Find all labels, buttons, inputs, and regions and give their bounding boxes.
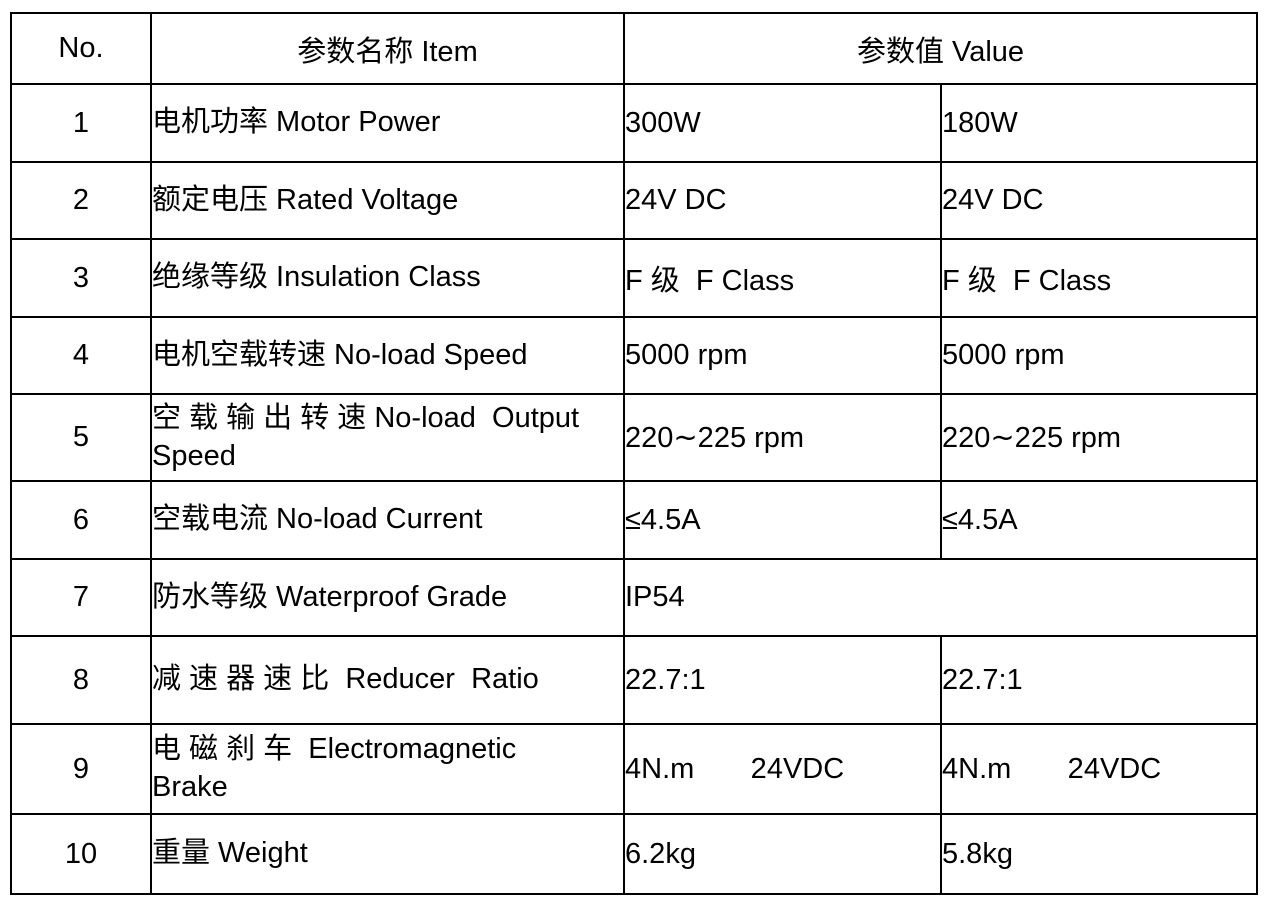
motor-spec-table: No. 参数名称 Item 参数值 Value 1 电机功率 Motor Pow… xyxy=(10,12,1259,895)
item-cell: 绝缘等级 Insulation Class xyxy=(150,238,625,318)
table-row: 5 空 载 输 出 转 速 No-load Output Speed 220∼2… xyxy=(10,393,1259,482)
value-cell-2: 4N.m 24VDC xyxy=(939,723,1259,815)
row-number: 2 xyxy=(10,161,152,240)
item-cell: 空 载 输 出 转 速 No-load Output Speed xyxy=(150,393,625,482)
table-header-row: No. 参数名称 Item 参数值 Value xyxy=(10,12,1259,85)
table-row: 6 空载电流 No-load Current ≤4.5A ≤4.5A xyxy=(10,480,1259,560)
value-cell-span: IP54 xyxy=(622,558,1259,637)
value-cell-1: 5000 rpm xyxy=(623,316,942,395)
value-cell-1: 220∼225 rpm xyxy=(623,393,942,482)
value-cell-1: F 级 F Class xyxy=(623,238,942,318)
row-number: 4 xyxy=(10,316,152,395)
item-cell: 电机功率 Motor Power xyxy=(150,83,625,163)
value-cell-2: 5000 rpm xyxy=(939,316,1259,395)
value-cell-2: 22.7:1 xyxy=(939,635,1259,725)
value-cell-2: 24V DC xyxy=(939,161,1259,240)
table-row: 4 电机空载转速 No-load Speed 5000 rpm 5000 rpm xyxy=(10,316,1259,395)
item-cell: 防水等级 Waterproof Grade xyxy=(150,558,625,637)
value-cell-2: 5.8kg xyxy=(939,813,1259,895)
header-item: 参数名称 Item xyxy=(150,12,625,85)
item-cell: 电机空载转速 No-load Speed xyxy=(150,316,625,395)
value-cell-1: 300W xyxy=(623,83,942,163)
value-cell-2: 220∼225 rpm xyxy=(939,393,1259,482)
row-number: 6 xyxy=(10,480,152,560)
table-row: 9 电 磁 刹 车 Electromagnetic Brake 4N.m 24V… xyxy=(10,723,1259,815)
row-number: 5 xyxy=(10,393,152,482)
value-cell-2: F 级 F Class xyxy=(939,238,1259,318)
table-row: 2 额定电压 Rated Voltage 24V DC 24V DC xyxy=(10,161,1259,240)
table-row: 8 减 速 器 速 比 Reducer Ratio 22.7:1 22.7:1 xyxy=(10,635,1259,725)
row-number: 7 xyxy=(10,558,152,637)
header-no: No. xyxy=(10,12,152,85)
header-value: 参数值 Value xyxy=(622,12,1259,85)
value-cell-1: ≤4.5A xyxy=(623,480,942,560)
value-cell-2: 180W xyxy=(939,83,1259,163)
item-cell: 额定电压 Rated Voltage xyxy=(150,161,625,240)
row-number: 8 xyxy=(10,635,152,725)
table-row: 3 绝缘等级 Insulation Class F 级 F Class F 级 … xyxy=(10,238,1259,318)
row-number: 9 xyxy=(10,723,152,815)
value-cell-1: 22.7:1 xyxy=(623,635,942,725)
row-number: 3 xyxy=(10,238,152,318)
table-row: 7 防水等级 Waterproof Grade IP54 xyxy=(10,558,1259,637)
row-number: 1 xyxy=(10,83,152,163)
item-cell: 减 速 器 速 比 Reducer Ratio xyxy=(150,635,625,725)
item-cell: 空载电流 No-load Current xyxy=(150,480,625,560)
item-cell: 重量 Weight xyxy=(150,813,625,895)
table-row: 10 重量 Weight 6.2kg 5.8kg xyxy=(10,813,1259,895)
item-cell: 电 磁 刹 车 Electromagnetic Brake xyxy=(150,723,625,815)
value-cell-2: ≤4.5A xyxy=(939,480,1259,560)
value-cell-1: 6.2kg xyxy=(623,813,942,895)
value-cell-1: 24V DC xyxy=(623,161,942,240)
table-row: 1 电机功率 Motor Power 300W 180W xyxy=(10,83,1259,163)
value-cell-1: 4N.m 24VDC xyxy=(623,723,942,815)
row-number: 10 xyxy=(10,813,152,895)
